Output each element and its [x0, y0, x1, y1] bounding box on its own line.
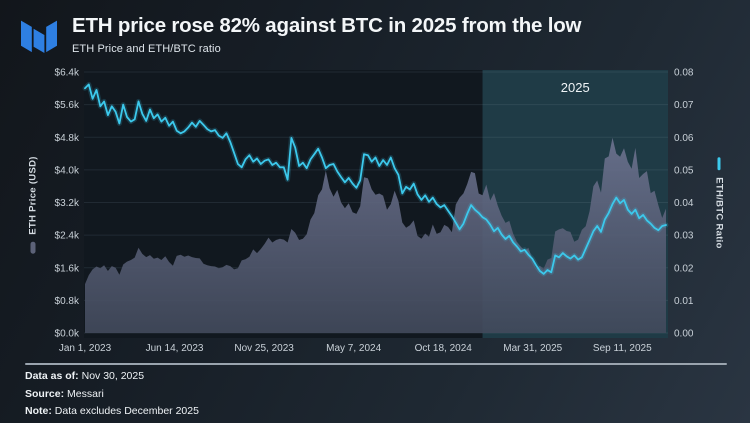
svg-text:$5.6k: $5.6k — [55, 100, 80, 111]
footer: Data as of: Nov 30, 2025 Source: Messari… — [25, 368, 199, 421]
svg-text:Oct 18, 2024: Oct 18, 2024 — [415, 343, 473, 354]
right-axis-legend: ETH/BTC Ratio — [713, 157, 725, 249]
svg-text:Jan 1, 2023: Jan 1, 2023 — [59, 343, 112, 354]
footer-source-label: Source: — [25, 387, 65, 400]
page-subtitle: ETH Price and ETH/BTC ratio — [72, 42, 221, 55]
svg-text:$1.6k: $1.6k — [55, 263, 80, 274]
page-title: ETH price rose 82% against BTC in 2025 f… — [72, 14, 582, 37]
y-axis-left-ticks: $0.0k $0.8k $1.6k $2.4k $3.2k $4.0k $4.8k $5.6k… — [55, 68, 80, 340]
band-2025-label: 2025 — [561, 80, 590, 95]
svg-text:$6.4k: $6.4k — [55, 68, 80, 79]
left-axis-title: ETH Price (USD) — [27, 156, 39, 235]
footer-divider — [25, 363, 727, 365]
footer-data-as-of-label: Data as of: — [25, 370, 79, 382]
footer-note-value: Data excludes December 2025 — [54, 405, 199, 417]
svg-text:$4.8k: $4.8k — [55, 133, 80, 144]
footer-source-value: Messari — [67, 387, 104, 400]
svg-text:0.07: 0.07 — [674, 100, 694, 111]
x-axis-ticks: Jan 1, 2023 Jun 14, 2023 Nov 25, 2023 May 7… — [59, 343, 652, 354]
eth-btc-ratio-line-swatch-icon — [717, 157, 721, 171]
eth-price-area-swatch-icon — [30, 241, 36, 254]
right-axis-title: ETH/BTC Ratio — [713, 177, 725, 249]
svg-text:0.02: 0.02 — [674, 263, 694, 274]
svg-text:Mar 31, 2025: Mar 31, 2025 — [503, 343, 562, 354]
svg-text:0.00: 0.00 — [674, 329, 694, 340]
svg-text:$0.0k: $0.0k — [55, 329, 80, 340]
svg-text:0.08: 0.08 — [674, 68, 694, 79]
svg-text:0.03: 0.03 — [674, 231, 694, 242]
svg-text:Jun 14, 2023: Jun 14, 2023 — [146, 343, 204, 354]
footer-data-as-of: Data as of: Nov 30, 2025 — [25, 368, 199, 386]
svg-text:Sep 11, 2025: Sep 11, 2025 — [593, 343, 652, 354]
footer-source: Source: Messari — [25, 386, 199, 404]
footer-data-as-of-value: Nov 30, 2025 — [81, 370, 145, 382]
svg-text:0.04: 0.04 — [674, 198, 694, 209]
title-block: ETH price rose 82% against BTC in 2025 f… — [72, 14, 582, 55]
footer-note: Note: Data excludes December 2025 — [25, 403, 199, 421]
svg-text:0.06: 0.06 — [674, 133, 694, 144]
header: ETH price rose 82% against BTC in 2025 f… — [20, 14, 582, 55]
left-axis-legend: ETH Price (USD) — [27, 156, 39, 254]
footer-note-label: Note: — [25, 405, 52, 417]
messari-logo-icon — [21, 20, 57, 53]
svg-text:$2.4k: $2.4k — [55, 231, 80, 242]
price-ratio-chart: 2025 $0.0k $0.8k $1.6k $2.4k $3.2k $4.0k $4.8k… — [55, 68, 694, 355]
eth-btc-ratio-line-series — [84, 83, 667, 275]
svg-text:May 7, 2024: May 7, 2024 — [326, 343, 381, 354]
y-axis-right-ticks: 0.00 0.01 0.02 0.03 0.04 0.05 0.06 0.07 0.08 — [674, 68, 694, 340]
svg-text:Nov 25, 2023: Nov 25, 2023 — [234, 343, 294, 354]
svg-text:0.05: 0.05 — [674, 165, 694, 176]
svg-text:0.01: 0.01 — [674, 296, 694, 307]
svg-text:$3.2k: $3.2k — [55, 198, 80, 209]
svg-text:$4.0k: $4.0k — [55, 165, 80, 176]
eth-price-area-series — [85, 137, 666, 333]
svg-text:$0.8k: $0.8k — [55, 296, 80, 307]
